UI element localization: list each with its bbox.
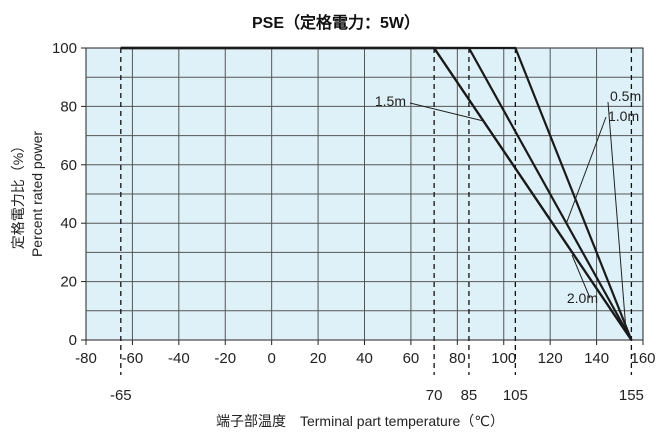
x-tick-label: 40 — [356, 350, 373, 367]
x-tick-label: -80 — [75, 350, 97, 367]
reference-line-label: -65 — [110, 387, 132, 404]
x-tick-label: 20 — [310, 350, 327, 367]
x-axis-label: 端子部温度 Terminal part temperature（℃） — [216, 413, 504, 429]
x-tick-label: -20 — [214, 350, 236, 367]
reference-line-label: 70 — [426, 387, 443, 404]
series-label-leader — [409, 102, 484, 122]
series-label: 2.0m — [567, 290, 598, 306]
series-label-leader — [607, 101, 627, 326]
y-tick-label: 80 — [60, 98, 77, 115]
chart-title: PSE（定格電力：5W） — [252, 13, 420, 32]
y-axis-label-en: Percent rated power — [29, 131, 45, 257]
reference-line-label: 85 — [461, 387, 478, 404]
series-label-leader — [571, 254, 591, 299]
series-line — [120, 46, 633, 341]
reference-lines: -65 70 85 105 155 — [110, 48, 644, 404]
x-tick-label: 0 — [267, 350, 275, 367]
x-tick-label: 120 — [538, 350, 563, 367]
series-lines — [120, 46, 633, 341]
y-tick-label: 40 — [60, 215, 77, 232]
x-tick-label: 80 — [449, 350, 466, 367]
y-tick-label: 60 — [60, 157, 77, 174]
series-label: 0.5m — [610, 88, 641, 104]
x-axis-ticks: -80 -60 -40 -20 0 20 40 60 80 100 120 140 160 — [75, 340, 656, 367]
x-tick-label: -60 — [122, 350, 144, 367]
y-axis-label-jp: 定格電力比（%） — [10, 139, 26, 249]
reference-line-label: 155 — [619, 387, 644, 404]
y-tick-label: 20 — [60, 274, 77, 291]
y-tick-label: 100 — [52, 40, 77, 57]
x-tick-label: 60 — [403, 350, 420, 367]
y-axis-ticks: 0 20 40 60 80 100 — [52, 40, 86, 349]
y-tick-label: 0 — [69, 332, 77, 349]
series-label-leader — [565, 116, 607, 224]
x-tick-label: 160 — [630, 350, 655, 367]
series-label: 1.5m — [375, 93, 406, 109]
x-tick-label: 100 — [491, 350, 516, 367]
reference-line-label: 105 — [503, 387, 528, 404]
series-label: 1.0m — [608, 108, 639, 124]
x-tick-label: -40 — [168, 350, 190, 367]
series-labels: 0.5m 1.0m 1.5m 2.0m — [375, 88, 641, 326]
x-tick-label: 140 — [584, 350, 609, 367]
